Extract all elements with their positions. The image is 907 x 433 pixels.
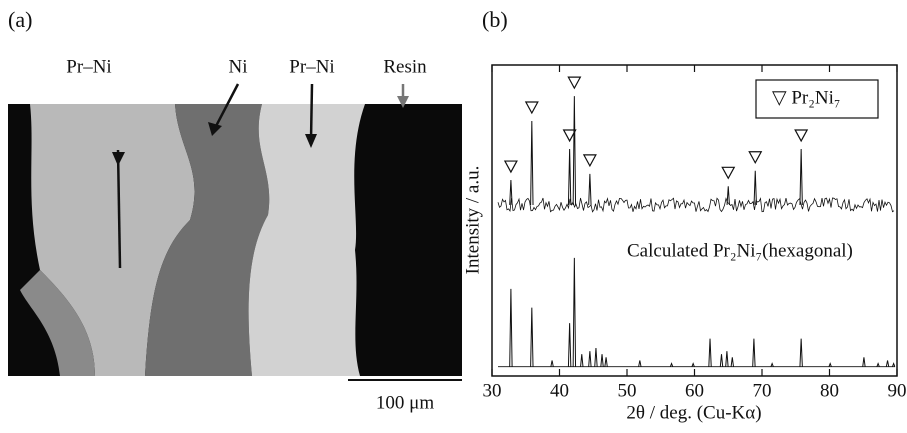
x-tick-label: 40 <box>550 380 569 401</box>
annotation: Pr–Ni <box>289 56 334 77</box>
peak-marker <box>567 76 582 90</box>
peak-marker <box>721 166 736 180</box>
peak <box>862 357 866 367</box>
peak <box>580 354 584 367</box>
x-tick-label: 30 <box>483 380 502 401</box>
peak <box>572 257 577 367</box>
series-label: Calculated Pr₂Ni₇(hexagonal) <box>627 240 853 261</box>
y-axis-label: Intensity / a.u. <box>462 166 483 275</box>
peak <box>719 354 724 367</box>
peak <box>550 360 554 367</box>
peak <box>891 362 896 367</box>
peak <box>799 148 803 205</box>
peak <box>752 338 756 367</box>
noise <box>497 197 895 213</box>
peak-marker <box>794 129 809 143</box>
peak <box>753 170 757 205</box>
panel-label: (a) <box>8 7 32 32</box>
peak <box>530 307 534 367</box>
x-tick-label: 60 <box>685 380 704 401</box>
peak <box>567 323 572 367</box>
peak <box>885 360 890 367</box>
peak <box>770 362 774 367</box>
annotation: Ni <box>229 56 248 77</box>
peak <box>876 362 880 367</box>
legend-entry: ▽ Pr₂Ni₇ <box>772 87 841 108</box>
peak <box>726 186 730 205</box>
peak <box>708 338 712 367</box>
peak <box>588 351 592 367</box>
x-tick-label: 80 <box>820 380 839 401</box>
x-tick-label: 90 <box>888 380 907 401</box>
peak <box>567 148 572 205</box>
scale-bar-label: 100 μm <box>376 392 434 413</box>
peak <box>725 351 729 367</box>
peak-marker <box>582 154 597 168</box>
peak-marker <box>562 129 577 143</box>
micrograph <box>8 83 462 381</box>
peak <box>828 362 832 367</box>
x-tick-label: 50 <box>618 380 637 401</box>
peak <box>799 338 803 367</box>
peak <box>509 288 513 367</box>
peak <box>604 357 608 367</box>
peak <box>638 360 642 367</box>
peak-marker <box>524 101 539 115</box>
panel-label: (b) <box>482 7 508 32</box>
x-tick-label: 70 <box>753 380 772 401</box>
peak <box>730 357 734 367</box>
peak-marker <box>503 160 518 174</box>
peak <box>588 173 592 205</box>
legend-box <box>755 79 879 119</box>
arrow <box>116 149 122 269</box>
peak <box>509 180 513 205</box>
peak-marker <box>748 151 763 164</box>
peak <box>594 347 598 367</box>
annotation: Pr–Ni <box>66 56 111 77</box>
peak <box>600 354 604 367</box>
peak <box>572 96 577 205</box>
peak <box>530 120 534 205</box>
peak <box>691 362 695 367</box>
peak <box>669 362 674 367</box>
x-axis-label: 2θ / deg. (Cu-Kα) <box>626 402 761 423</box>
annotation: Resin <box>383 56 427 77</box>
